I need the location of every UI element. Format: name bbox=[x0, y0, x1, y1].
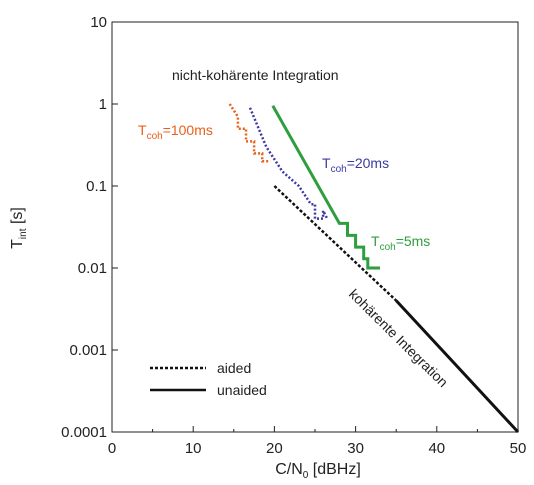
x-tick-label: 10 bbox=[185, 440, 202, 457]
series-label-2: Tcoh=5ms bbox=[371, 233, 430, 253]
legend-label-unaided: unaided bbox=[217, 382, 267, 398]
y-tick-label: 0.0001 bbox=[61, 424, 107, 441]
series-line-0 bbox=[228, 103, 271, 163]
axis-ticks: 0 10 20 30 40 50 0.0001 0.001 0.01 0.1 1 10 bbox=[61, 14, 526, 457]
x-axis-title: C/N0 [dBHz] bbox=[275, 461, 361, 481]
x-tick-label: 0 bbox=[108, 440, 116, 457]
y-axis-title-unit: [s] bbox=[9, 207, 26, 228]
x-tick-label: 20 bbox=[266, 440, 283, 457]
series-label-sub: coh bbox=[380, 242, 396, 253]
series-label-sub: coh bbox=[147, 131, 163, 142]
legend-label-aided: aided bbox=[217, 360, 251, 376]
series-label-sub: coh bbox=[331, 164, 347, 175]
y-tick-label: 0.001 bbox=[69, 342, 107, 359]
series-label-0: Tcoh=100ms bbox=[138, 122, 213, 142]
series-label-rest: =20ms bbox=[347, 155, 389, 171]
series-label-main: T bbox=[322, 155, 331, 171]
y-tick-label: 10 bbox=[90, 14, 107, 31]
y-axis-title-sub: int bbox=[18, 228, 29, 239]
series-label-1: Tcoh=20ms bbox=[322, 155, 389, 175]
y-tick-label: 0.1 bbox=[86, 178, 107, 195]
y-tick-label: 0.01 bbox=[78, 260, 107, 277]
x-axis-title-sub: 0 bbox=[303, 470, 309, 481]
x-axis-title-main: C/N bbox=[275, 461, 303, 478]
x-axis-title-unit: [dBHz] bbox=[308, 461, 360, 478]
y-tick-label: 1 bbox=[99, 96, 107, 113]
x-tick-label: 50 bbox=[510, 440, 527, 457]
plot-area bbox=[111, 21, 519, 433]
series-line-2 bbox=[271, 105, 380, 270]
annotation-noncoherent: nicht-kohärente Integration bbox=[172, 67, 339, 83]
x-tick-label: 40 bbox=[428, 440, 445, 457]
x-tick-label: 30 bbox=[347, 440, 364, 457]
series-line-1 bbox=[248, 107, 329, 220]
series-group bbox=[228, 103, 520, 434]
series-label-rest: =100ms bbox=[163, 122, 213, 138]
series-line-3 bbox=[273, 185, 398, 302]
series-label-main: T bbox=[138, 122, 147, 138]
series-line-4 bbox=[395, 299, 520, 434]
y-axis-title-main: T bbox=[9, 239, 26, 249]
series-label-main: T bbox=[371, 233, 380, 249]
series-label-rest: =5ms bbox=[396, 233, 431, 249]
legend: aided unaided bbox=[150, 360, 267, 398]
y-axis-title: Tint [s] bbox=[9, 207, 29, 249]
